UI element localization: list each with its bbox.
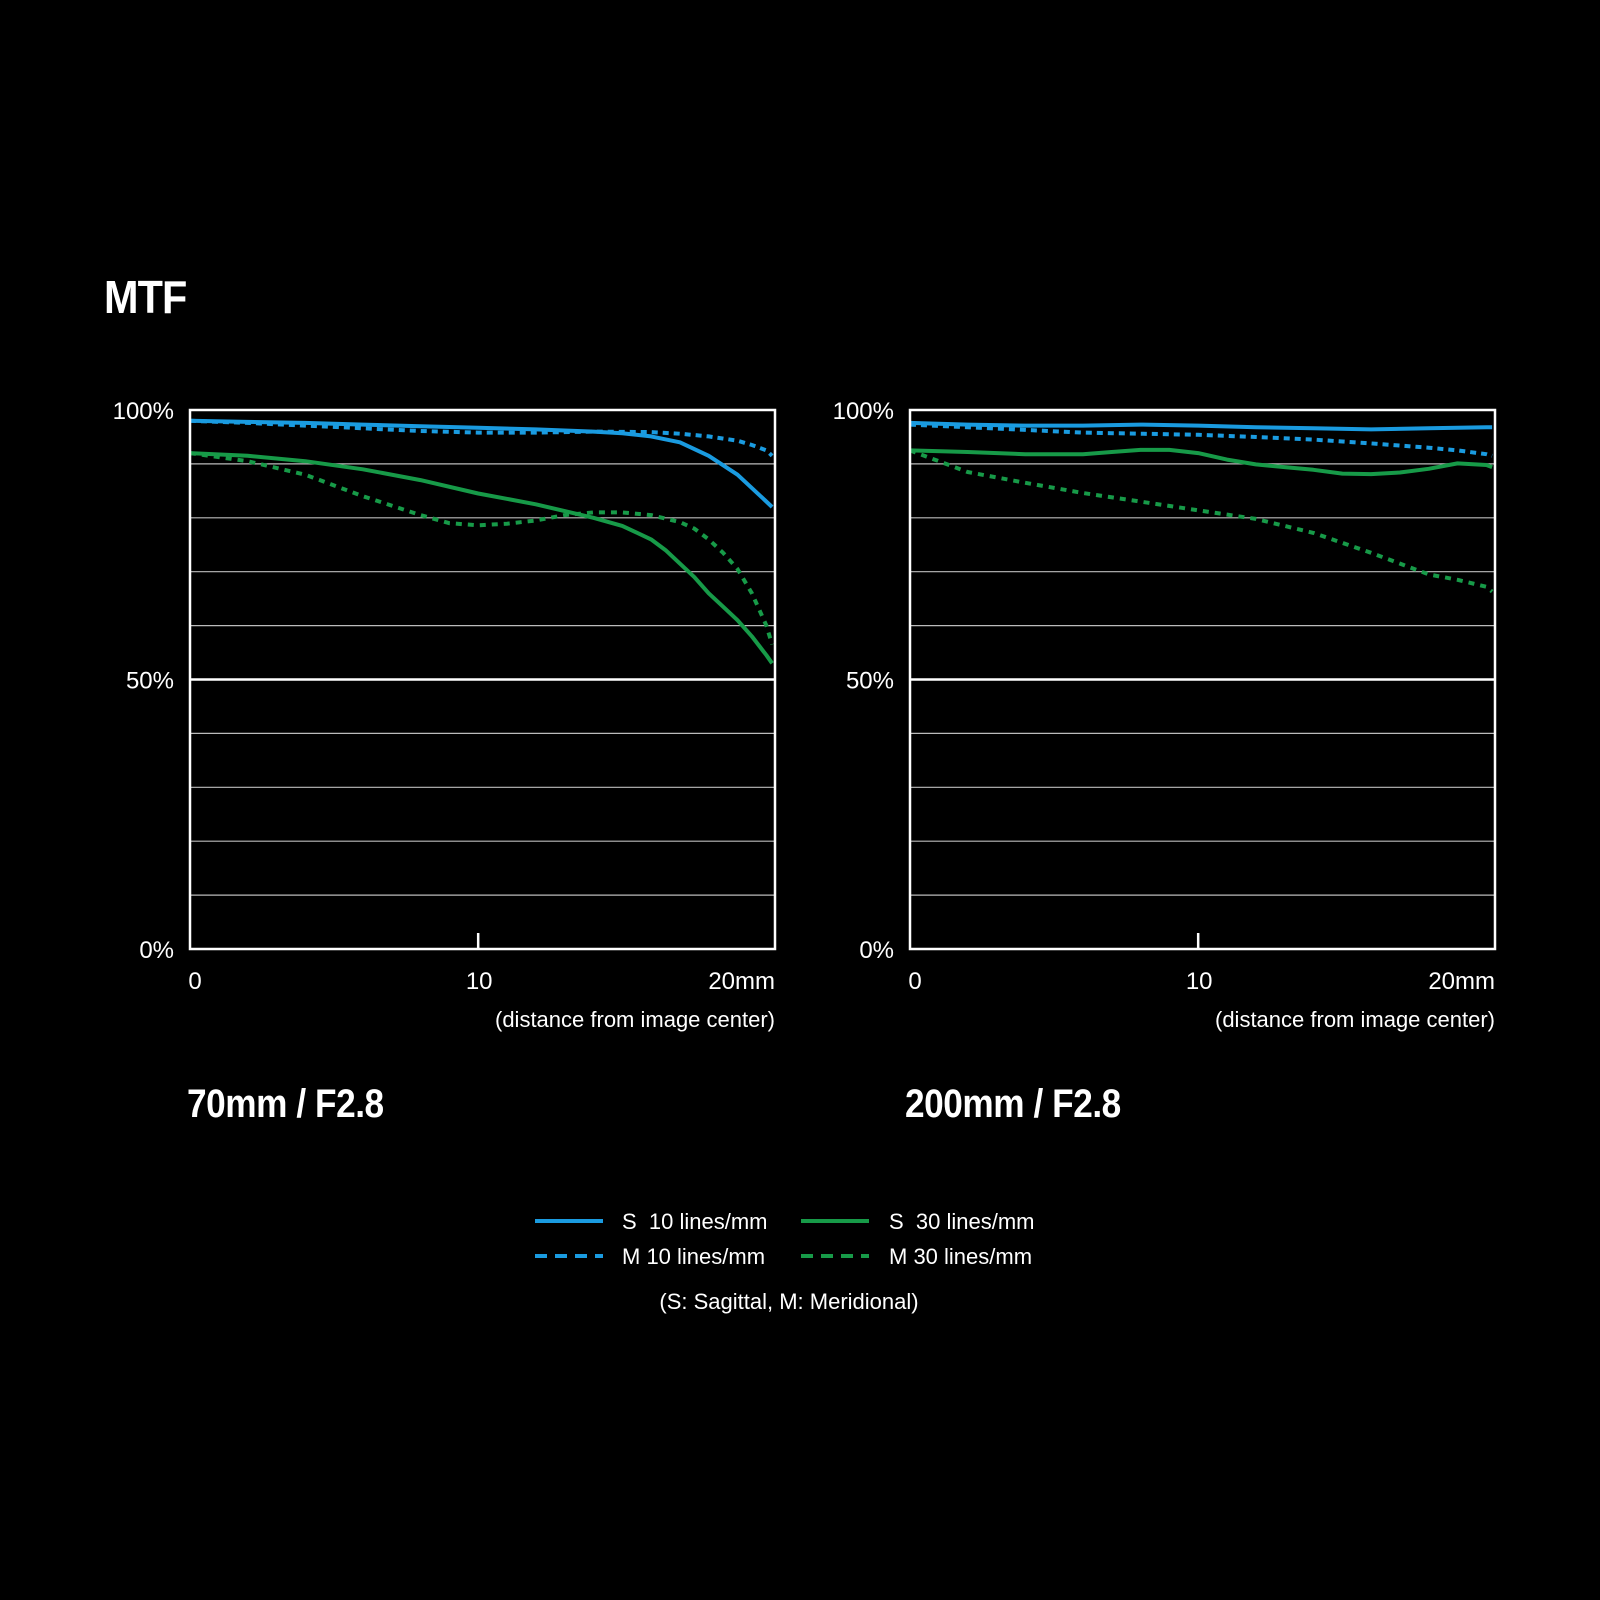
series-s10-line-70mm — [189, 418, 774, 509]
chart-title-70mm: 70mm / F2.8 — [187, 1082, 384, 1126]
y-tick-label: 50% — [846, 668, 894, 695]
series-m30-line-200mm — [909, 448, 1494, 594]
x-tick-label: 0 — [188, 968, 201, 995]
series-m10-line-70mm — [189, 418, 774, 458]
series-s10-line-200mm — [909, 420, 1493, 432]
x-axis-label: (distance from image center) — [1215, 1007, 1495, 1032]
series-s30-line-200mm — [909, 447, 1493, 477]
x-tick-label: 10 — [466, 968, 493, 995]
y-tick-label: 0% — [139, 937, 174, 964]
plot-200mm: 100% 50% 0% 0 10 20mm (distance from image cen… — [833, 398, 1497, 1032]
y-tick-label: 100% — [113, 398, 174, 425]
x-tick-label: 20mm — [1428, 968, 1495, 995]
x-tick-label: 10 — [1186, 968, 1213, 995]
y-tick-label: 100% — [833, 398, 894, 425]
plot-frame — [188, 408, 777, 951]
plot-70mm: 100% 50% 0% 0 10 20mm (distance from image cen… — [113, 398, 777, 1032]
x-tick-label: 20mm — [708, 968, 775, 995]
x-axis-label: (distance from image center) — [495, 1007, 775, 1032]
y-tick-label: 50% — [126, 668, 174, 695]
x-tick-label: 0 — [908, 968, 921, 995]
page-title: MTF — [104, 271, 187, 323]
series-m10-line-200mm — [909, 422, 1493, 458]
legend-note: (S: Sagittal, M: Meridional) — [659, 1289, 919, 1314]
series-s30-line-70mm — [189, 451, 774, 665]
y-tick-label: 0% — [859, 937, 894, 964]
series-m30-line-70mm — [189, 451, 775, 646]
chart-title-200mm: 200mm / F2.8 — [905, 1082, 1121, 1126]
plot-frame — [908, 408, 1497, 951]
